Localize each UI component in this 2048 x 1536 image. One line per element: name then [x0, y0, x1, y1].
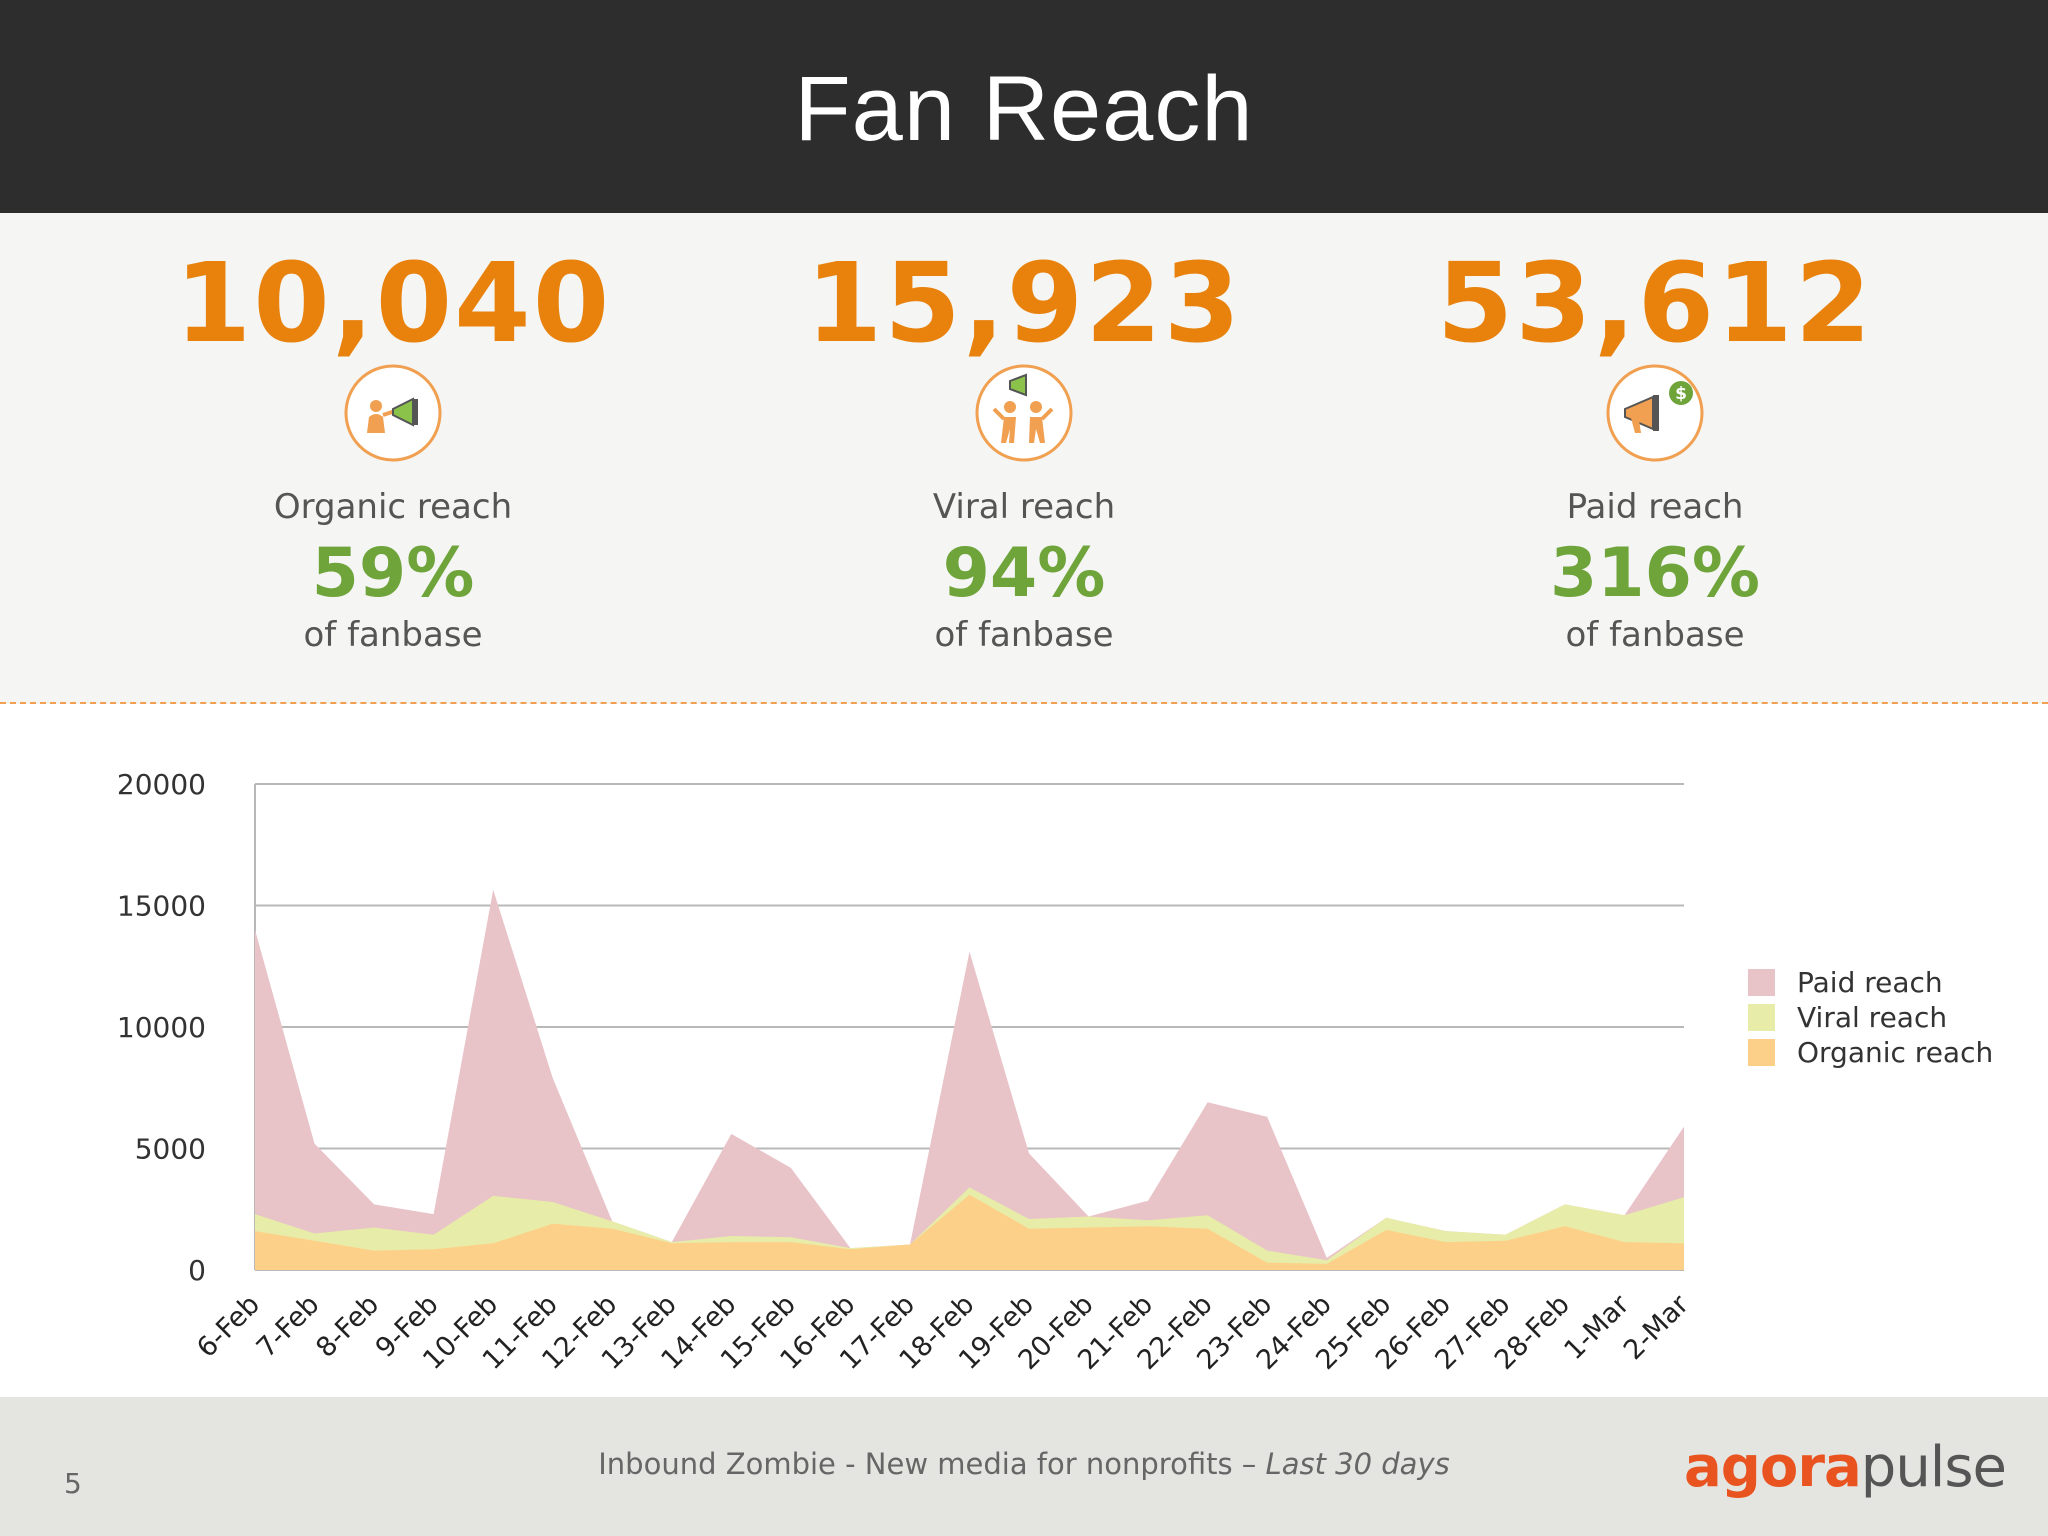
legend-label: Paid reach: [1797, 966, 1943, 999]
y-tick-label: 0: [188, 1254, 206, 1287]
stat-percent: 316%: [1549, 534, 1761, 613]
footer-caption-period: Last 30 days: [1265, 1447, 1450, 1481]
area-organic-reach: [255, 1194, 1684, 1270]
stat-value: 53,612: [1436, 239, 1874, 367]
svg-text:$: $: [1675, 384, 1687, 404]
y-tick-label: 10000: [117, 1011, 206, 1044]
stat-percent: 59%: [311, 534, 475, 613]
megaphone-dollar-icon: $: [1606, 364, 1704, 462]
footer-caption-main: Inbound Zombie - New media for nonprofit…: [598, 1447, 1266, 1481]
y-tick-label: 20000: [117, 768, 206, 801]
y-tick-label: 15000: [117, 890, 206, 923]
stat-label: Paid reach: [1566, 487, 1744, 527]
stat-value: 10,040: [174, 239, 612, 367]
footer-bar: 5 Inbound Zombie - New media for nonprof…: [0, 1397, 2048, 1536]
stat-value: 15,923: [805, 239, 1243, 367]
legend-label: Viral reach: [1797, 1001, 1947, 1034]
x-tick-label: 6-Feb: [191, 1289, 266, 1364]
y-tick-label: 5000: [135, 1133, 206, 1166]
fan-reach-chart: 050001000015000200006-Feb7-Feb8-Feb9-Feb…: [117, 768, 1993, 1376]
area-paid-reach: [255, 889, 1684, 1270]
megaphone-person-icon: [344, 364, 442, 462]
stat-label: Organic reach: [273, 487, 513, 527]
stat-sub: of fanbase: [1565, 615, 1745, 655]
x-tick-label: 8-Feb: [310, 1289, 385, 1364]
stats-panel: 10,040 Organic reach 59% of fanbase 15,9…: [0, 213, 2048, 704]
stat-sub: of fanbase: [303, 615, 483, 655]
legend-swatch: [1748, 969, 1775, 996]
x-tick-label: 2-Mar: [1618, 1288, 1696, 1366]
legend-label: Organic reach: [1797, 1036, 1993, 1069]
page-number: 5: [64, 1467, 82, 1500]
legend-swatch: [1748, 1004, 1775, 1031]
logo-pulse: pulse: [1860, 1435, 2007, 1500]
people-megaphone-icon: [975, 364, 1073, 462]
header-bar: Fan Reach: [0, 0, 2048, 213]
legend-swatch: [1748, 1039, 1775, 1066]
agorapulse-logo: agorapulse: [1684, 1435, 2007, 1500]
stat-percent: 94%: [942, 534, 1106, 613]
stat-sub: of fanbase: [934, 615, 1114, 655]
footer-caption: Inbound Zombie - New media for nonprofit…: [0, 1447, 2048, 1481]
stat-label: Viral reach: [932, 487, 1116, 527]
page-title: Fan Reach: [794, 58, 1254, 160]
x-tick-label: 1-Mar: [1558, 1288, 1636, 1366]
logo-agora: agora: [1684, 1435, 1862, 1500]
x-tick-label: 7-Feb: [251, 1289, 326, 1364]
